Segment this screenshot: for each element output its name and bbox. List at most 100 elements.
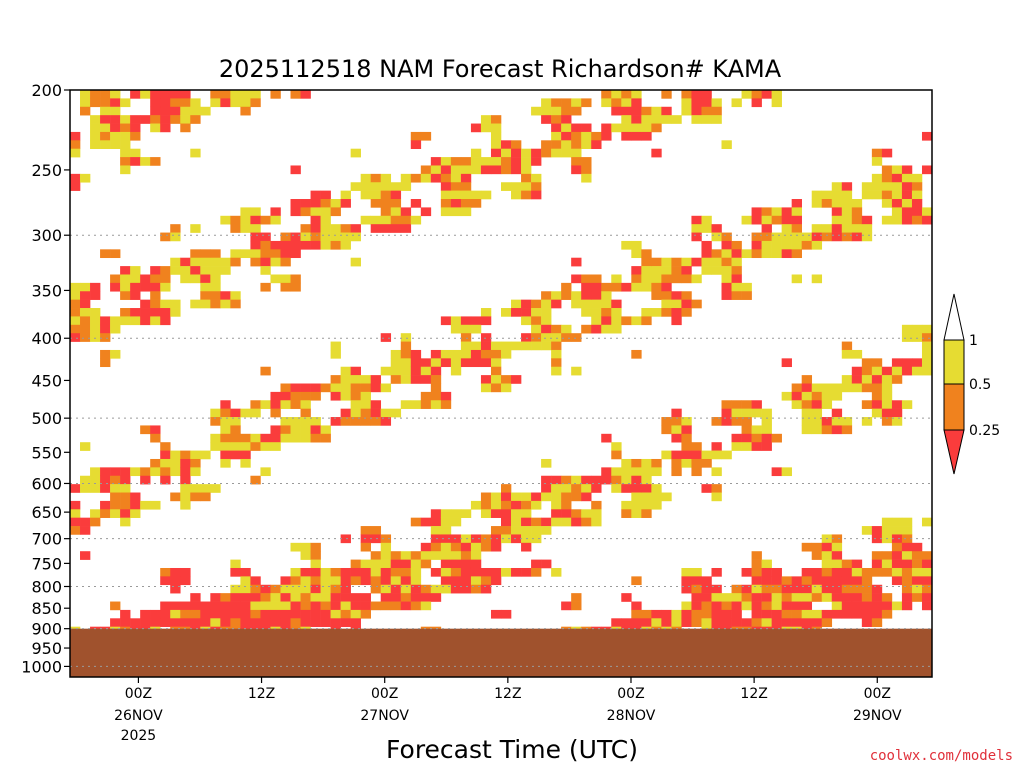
heatmap-cell xyxy=(871,584,883,594)
heatmap-cell xyxy=(871,551,883,560)
heatmap-cell xyxy=(541,458,552,468)
heatmap-cell xyxy=(390,593,402,602)
heatmap-cell xyxy=(200,609,211,619)
heatmap-cell xyxy=(220,618,231,627)
heatmap-cell xyxy=(801,383,813,393)
heatmap-cell xyxy=(671,316,682,326)
heatmap-cell xyxy=(581,282,592,292)
heatmap-cell xyxy=(631,500,642,510)
heatmap-cell xyxy=(400,224,412,233)
heatmap-cell xyxy=(711,492,722,502)
heatmap-cell xyxy=(130,90,141,99)
heatmap-cell xyxy=(410,584,422,594)
credit-text[interactable]: coolwx.com/models xyxy=(870,748,1013,764)
heatmap-cell xyxy=(300,224,311,233)
heatmap-cell xyxy=(460,542,472,552)
heatmap-cell xyxy=(671,274,682,284)
heatmap-cell xyxy=(450,157,462,166)
heatmap-cell xyxy=(611,274,622,284)
heatmap-cell xyxy=(350,400,361,409)
heatmap-cell xyxy=(180,601,191,611)
heatmap-cell xyxy=(601,433,612,443)
heatmap-cell xyxy=(140,308,151,317)
heatmap-cell xyxy=(290,567,301,577)
heatmap-cell xyxy=(260,442,271,451)
heatmap-cell xyxy=(250,593,261,602)
heatmap-cell xyxy=(601,291,612,300)
heatmap-cell xyxy=(591,509,602,518)
heatmap-cell xyxy=(501,308,512,317)
heatmap-cell xyxy=(631,467,642,477)
heatmap-cell xyxy=(871,593,883,602)
heatmap-cell xyxy=(581,324,592,334)
heatmap-cell xyxy=(891,417,903,426)
heatmap-cell xyxy=(90,333,101,342)
legend-level-label: 1 xyxy=(969,333,978,349)
heatmap-cell xyxy=(250,232,261,242)
heatmap-cell xyxy=(821,618,833,627)
heatmap-cell xyxy=(200,291,211,300)
heatmap-cell xyxy=(801,240,813,250)
heatmap-cell xyxy=(541,299,552,309)
heatmap-cell xyxy=(571,157,582,166)
heatmap-cell xyxy=(460,358,472,368)
heatmap-cell xyxy=(591,626,602,629)
heatmap-cell xyxy=(711,609,722,619)
heatmap-cell xyxy=(651,115,662,124)
heatmap-cell xyxy=(350,609,361,619)
heatmap-cell xyxy=(460,341,472,351)
heatmap-cell xyxy=(711,266,722,275)
heatmap-cell xyxy=(651,618,662,627)
heatmap-cell xyxy=(611,484,622,493)
heatmap-cell xyxy=(170,450,181,460)
heatmap-cell xyxy=(430,509,442,518)
heatmap-cell xyxy=(691,609,702,619)
heatmap-cell xyxy=(260,215,271,225)
heatmap-cell xyxy=(490,140,502,149)
heatmap-cell xyxy=(911,559,923,569)
heatmap-cell xyxy=(80,484,91,493)
heatmap-cell xyxy=(531,559,542,569)
heatmap-cell xyxy=(721,593,732,602)
heatmap-cell xyxy=(731,400,742,409)
heatmap-cell xyxy=(681,458,692,468)
heatmap-cell xyxy=(140,618,151,627)
heatmap-cell xyxy=(190,257,201,267)
heatmap-cell xyxy=(230,257,241,267)
heatmap-cell xyxy=(170,492,181,502)
heatmap-cell xyxy=(290,391,301,401)
heatmap-cell xyxy=(851,567,863,577)
heatmap-cell xyxy=(661,417,672,426)
heatmap-cell xyxy=(120,266,131,275)
heatmap-cell xyxy=(521,165,532,175)
heatmap-cell xyxy=(621,618,632,627)
heatmap-cell xyxy=(551,349,562,359)
heatmap-cell xyxy=(130,500,141,510)
heatmap-cell xyxy=(641,500,652,510)
heatmap-cell xyxy=(80,282,91,292)
heatmap-cell xyxy=(440,400,452,409)
heatmap-cell xyxy=(170,115,181,124)
heatmap-cell xyxy=(831,609,843,619)
heatmap-cell xyxy=(871,526,883,535)
heatmap-cell xyxy=(490,576,502,586)
heatmap-cell xyxy=(290,249,301,259)
heatmap-cell xyxy=(120,123,131,133)
heatmap-cell xyxy=(701,609,712,619)
heatmap-cell xyxy=(410,358,422,368)
heatmap-cell xyxy=(881,199,893,208)
heatmap-cell xyxy=(581,131,592,141)
heatmap-cell xyxy=(811,576,823,586)
heatmap-cell xyxy=(911,199,923,208)
heatmap-cell xyxy=(771,215,782,225)
heatmap-cell xyxy=(120,609,131,619)
heatmap-cell xyxy=(921,358,933,368)
heatmap-cell xyxy=(641,316,652,326)
heatmap-cell xyxy=(480,576,492,586)
heatmap-cell xyxy=(240,450,251,460)
heatmap-cell xyxy=(661,492,672,502)
heatmap-cell xyxy=(480,316,492,326)
heatmap-cell xyxy=(150,316,161,326)
heatmap-cell xyxy=(380,224,392,233)
